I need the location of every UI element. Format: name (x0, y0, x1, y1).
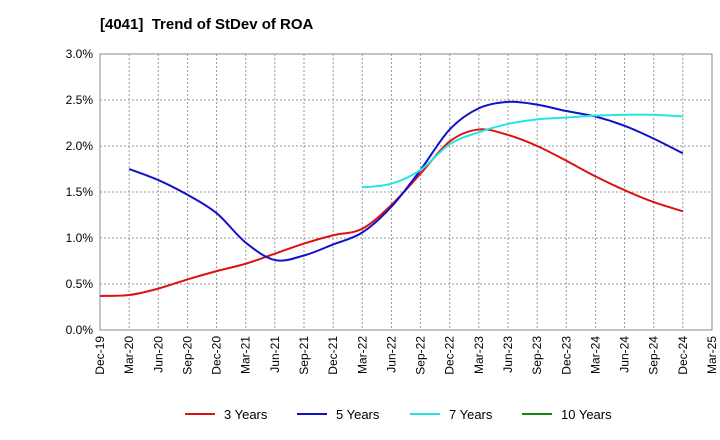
x-axis: Dec-19 Mar-20 Jun-20 Sep-20 Dec-20 Mar-21 Jun-… (93, 336, 719, 375)
x-tick-label: Dec-21 (326, 336, 340, 375)
y-tick-label: 1.0% (66, 231, 94, 245)
y-tick-label: 0.5% (66, 277, 94, 291)
x-tick-label: Sep-24 (647, 336, 661, 375)
chart-title: [4041] Trend of StDev of ROA (100, 16, 314, 33)
legend-label-5-years: 5 Years (336, 407, 380, 422)
x-tick-label: Dec-19 (93, 336, 107, 375)
x-tick-label: Sep-22 (414, 336, 428, 375)
x-tick-label: Dec-22 (443, 336, 457, 375)
x-tick-label: Sep-20 (180, 336, 194, 375)
x-tick-label: Dec-20 (210, 336, 224, 375)
y-axis: 0.0% 0.5% 1.0% 1.5% 2.0% 2.5% 3.0% (66, 47, 94, 337)
legend: 3 Years 5 Years 7 Years 10 Years (185, 407, 612, 422)
y-tick-label: 1.5% (66, 185, 94, 199)
x-tick-label: Sep-21 (297, 336, 311, 375)
series-line-3-years (99, 128, 684, 297)
legend-label-7-years: 7 Years (449, 407, 493, 422)
y-tick-label: 2.0% (66, 139, 94, 153)
x-tick-label: Jun-23 (501, 336, 515, 373)
series-line-7-years (362, 113, 683, 189)
series-lines (99, 100, 684, 297)
x-tick-label: Jun-20 (151, 336, 165, 373)
plot-frame (99, 53, 713, 331)
x-tick-label: Mar-23 (472, 336, 486, 374)
legend-label-3-years: 3 Years (224, 407, 268, 422)
x-tick-label: Sep-23 (530, 336, 544, 375)
grid-lines (100, 54, 712, 330)
y-tick-label: 0.0% (66, 323, 94, 337)
x-tick-label: Jun-21 (268, 336, 282, 373)
x-tick-label: Dec-24 (676, 336, 690, 375)
x-tick-label: Mar-24 (588, 336, 602, 374)
x-tick-label: Jun-24 (618, 336, 632, 373)
legend-label-10-years: 10 Years (561, 407, 612, 422)
x-tick-label: Jun-22 (384, 336, 398, 373)
x-tick-label: Mar-25 (705, 336, 719, 374)
x-tick-label: Mar-22 (355, 336, 369, 374)
y-tick-label: 3.0% (66, 47, 94, 61)
x-tick-label: Dec-23 (559, 336, 573, 375)
x-tick-label: Mar-20 (122, 336, 136, 374)
y-tick-label: 2.5% (66, 93, 94, 107)
x-tick-label: Mar-21 (239, 336, 253, 374)
